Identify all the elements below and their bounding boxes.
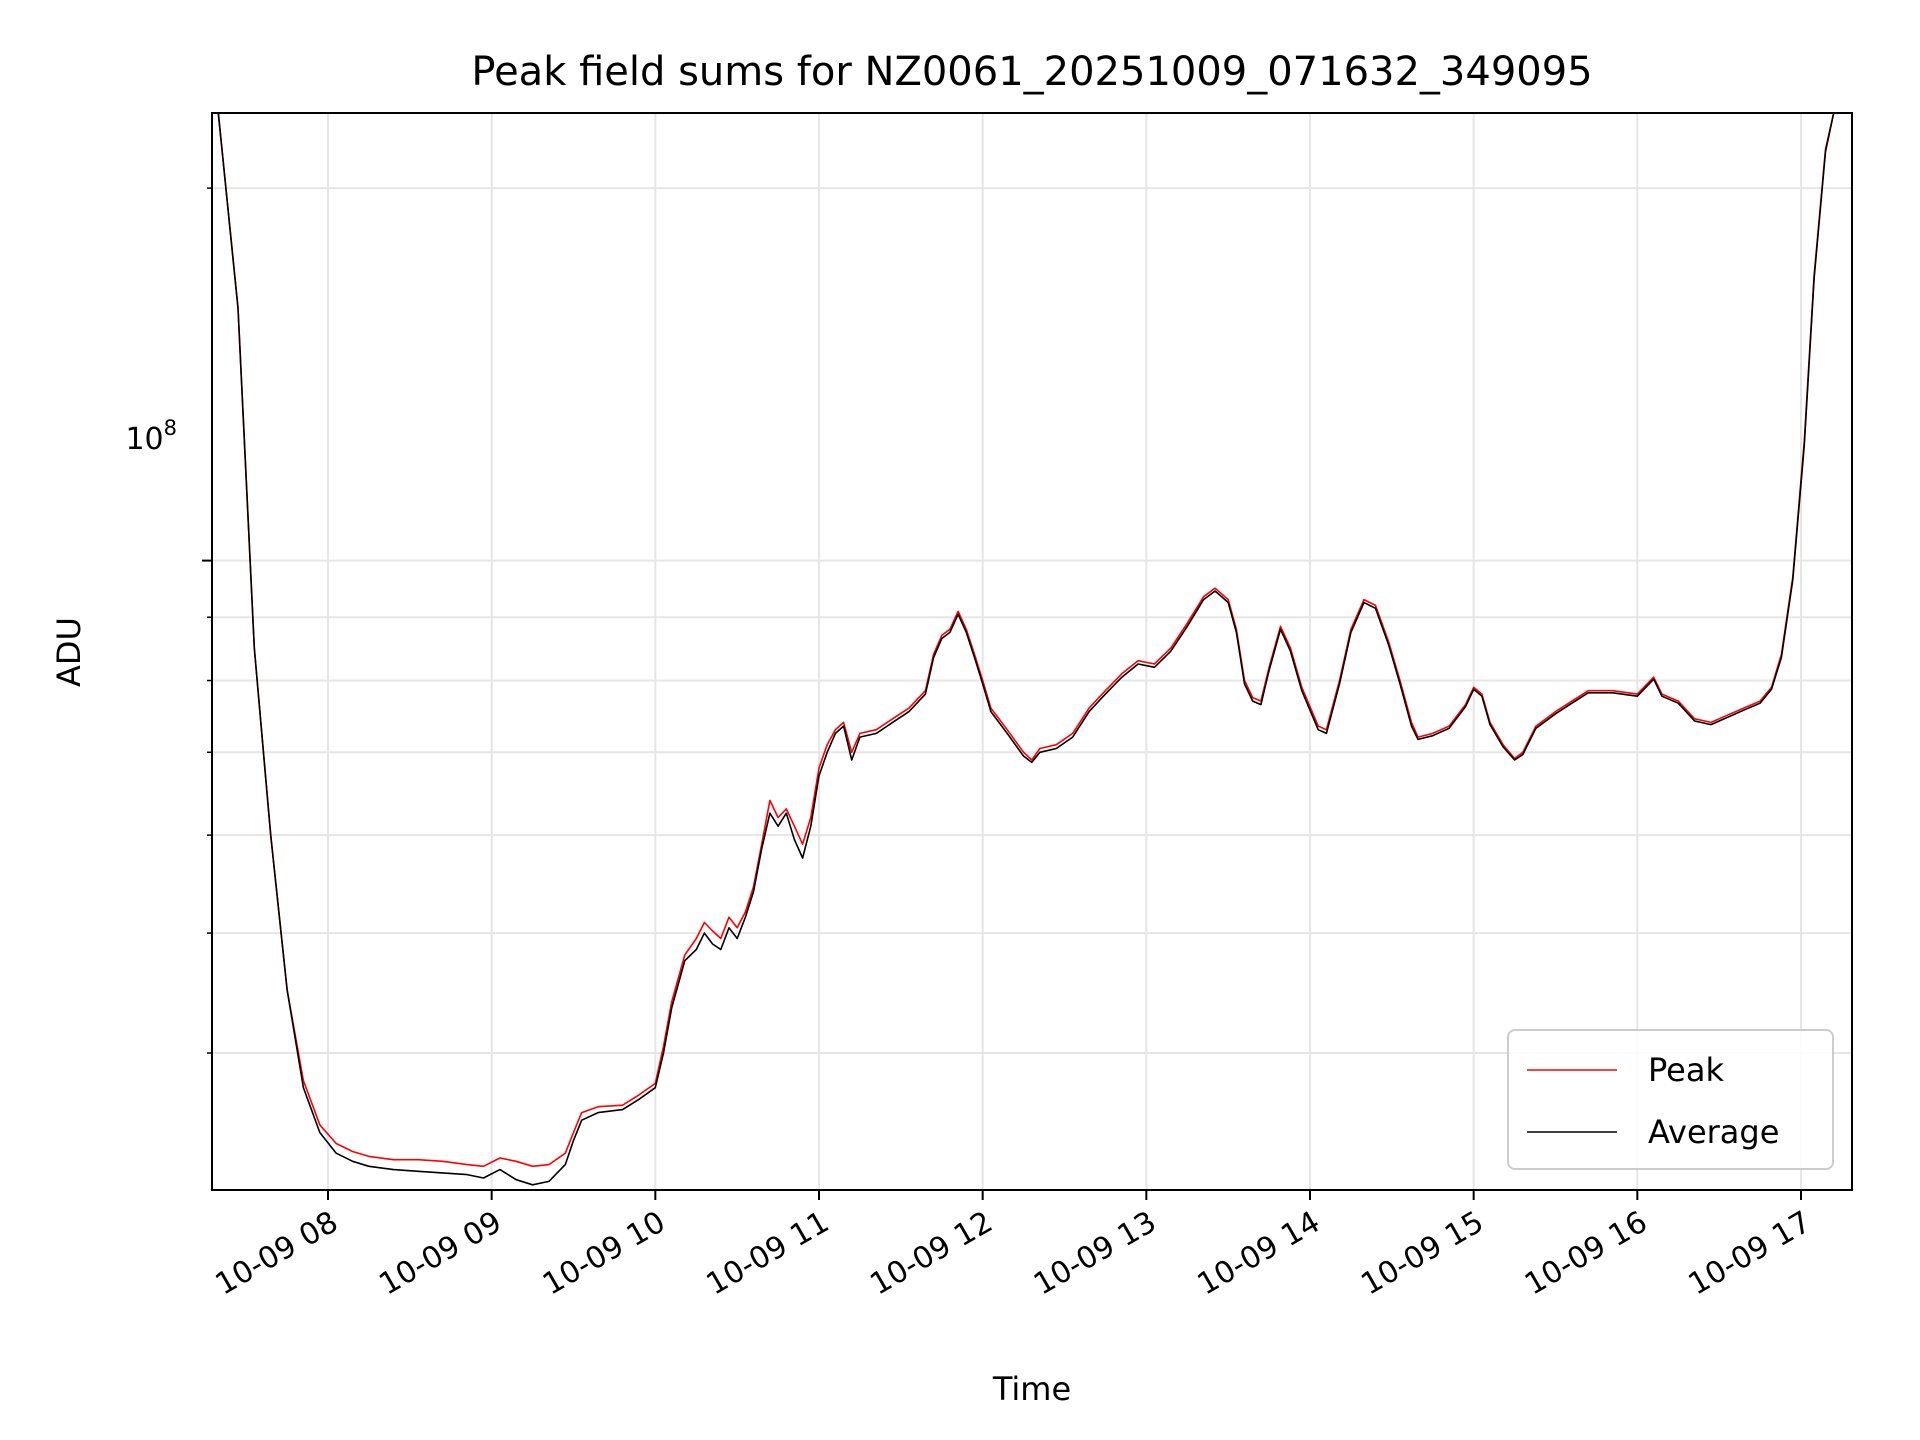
y-axis: 108 [125, 187, 212, 1054]
plot-background [212, 113, 1852, 1190]
legend-label-average: Average [1648, 1113, 1779, 1151]
legend-frame [1507, 1029, 1834, 1170]
legend-label-peak: Peak [1648, 1051, 1724, 1089]
y-axis-label: ADU [50, 617, 88, 687]
x-axis-label: Time [992, 1370, 1071, 1408]
series-layer [217, 113, 1835, 1186]
plot-frame [211, 112, 1853, 1191]
chart-title: Peak field sums for NZ0061_20251009_0716… [471, 49, 1592, 95]
plot-area [211, 112, 1853, 1191]
grid [212, 113, 1852, 1190]
legend: Peak Average [1507, 1029, 1834, 1170]
series-line-average [217, 113, 1835, 1186]
series-line-peak [217, 113, 1835, 1168]
y-tick-label-1e8: 108 [125, 416, 177, 457]
